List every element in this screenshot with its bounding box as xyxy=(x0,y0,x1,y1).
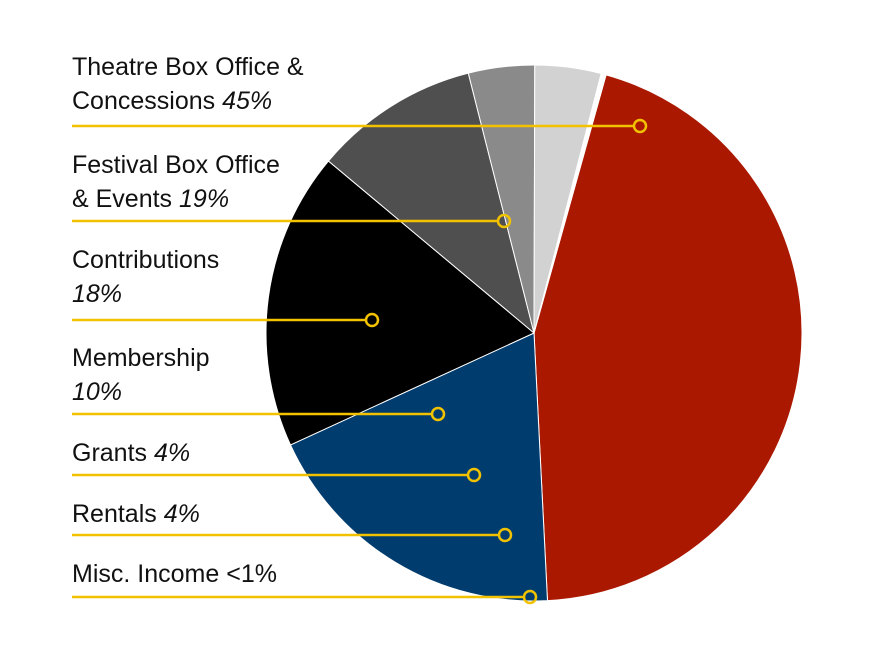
label-grants: Grants 4% xyxy=(72,436,190,470)
label-misc-income-line1: Misc. Income xyxy=(72,560,220,588)
label-contributions-line1: Contributions xyxy=(72,246,220,274)
label-membership: Membership 10% xyxy=(72,341,210,409)
label-festival-box-office-line1: Festival Box Office xyxy=(72,151,280,179)
label-contributions: Contributions 18% xyxy=(72,243,219,311)
leader-marker-contributions xyxy=(364,312,380,328)
leader-marker-membership xyxy=(430,406,446,422)
label-membership-line1: Membership xyxy=(72,344,210,372)
leader-marker-theatre-box-office xyxy=(632,118,648,134)
label-grants-line1: Grants xyxy=(72,439,148,467)
label-misc-income-pct: <1% xyxy=(226,560,277,588)
leader-marker-misc-income xyxy=(522,589,538,605)
label-theatre-box-office-line1: Theatre Box Office & xyxy=(72,53,304,81)
label-festival-box-office: Festival Box Office & Events 19% xyxy=(72,148,280,216)
leader-marker-festival-box-office xyxy=(496,213,512,229)
slice-membership xyxy=(327,72,535,335)
label-festival-box-office-pct: 19% xyxy=(179,185,230,213)
label-theatre-box-office: Theatre Box Office & Concessions 45% xyxy=(72,50,304,118)
label-rentals: Rentals 4% xyxy=(72,497,200,531)
label-festival-box-office-line2: & Events xyxy=(72,185,173,213)
leader-marker-grants xyxy=(466,467,482,483)
label-theatre-box-office-line2: Concessions xyxy=(72,87,216,115)
label-rentals-pct: 4% xyxy=(163,500,200,528)
slice-theatre-box-office xyxy=(533,74,803,602)
label-misc-income: Misc. Income <1% xyxy=(72,557,277,591)
leader-marker-rentals xyxy=(497,527,513,543)
label-contributions-pct: 18% xyxy=(72,280,123,308)
label-membership-pct: 10% xyxy=(72,378,123,406)
label-theatre-box-office-pct: 45% xyxy=(222,87,273,115)
label-grants-pct: 4% xyxy=(153,439,191,467)
slice-misc-income xyxy=(533,72,607,334)
label-rentals-line1: Rentals xyxy=(72,500,157,528)
